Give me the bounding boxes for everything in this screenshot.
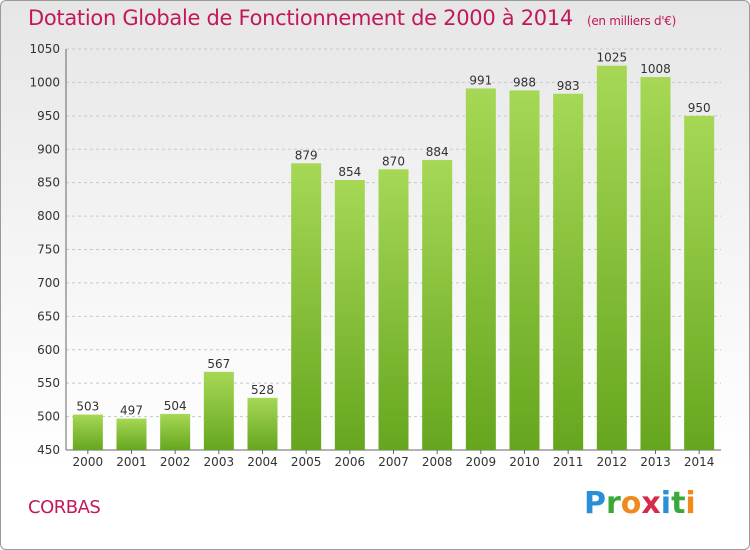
data-label-2011: 983 xyxy=(557,79,580,93)
y-tick-label: 950 xyxy=(37,109,60,123)
bar-2011 xyxy=(553,93,584,451)
y-tick-label: 550 xyxy=(37,376,60,390)
logo-letter: x xyxy=(641,486,661,521)
y-tick-label: 1050 xyxy=(29,42,60,56)
y-tick-label: 800 xyxy=(37,209,60,223)
data-label-2006: 854 xyxy=(338,165,361,179)
bar-2004 xyxy=(247,397,278,450)
data-label-2012: 1025 xyxy=(597,51,628,65)
data-label-2003: 567 xyxy=(207,357,230,371)
chart-title-text: Dotation Globale de Fonctionnement de 20… xyxy=(28,6,573,30)
x-tick-label-2004: 2004 xyxy=(247,455,278,469)
x-tick-label-2011: 2011 xyxy=(553,455,584,469)
chart-subtitle: (en milliers d'€) xyxy=(586,14,676,28)
data-label-2004: 528 xyxy=(251,383,274,397)
commune-name: CORBAS xyxy=(28,497,101,518)
x-tick-label-2003: 2003 xyxy=(204,455,235,469)
y-tick-label: 700 xyxy=(37,276,60,290)
x-tick-label-2000: 2000 xyxy=(73,455,104,469)
y-tick-label: 450 xyxy=(37,443,60,457)
data-label-2009: 991 xyxy=(469,73,492,87)
logo-letter: r xyxy=(606,486,621,521)
bar-2005 xyxy=(291,163,322,450)
y-tick-label: 650 xyxy=(37,309,60,323)
bar-2001 xyxy=(116,418,147,450)
x-tick-label-2007: 2007 xyxy=(378,455,409,469)
bar-2000 xyxy=(72,414,103,450)
x-tick-label-2010: 2010 xyxy=(509,455,540,469)
data-label-2005: 879 xyxy=(295,148,318,162)
x-tick-label-2008: 2008 xyxy=(422,455,453,469)
bar-2008 xyxy=(422,159,453,450)
y-tick-label: 600 xyxy=(37,343,60,357)
data-label-2008: 884 xyxy=(426,145,449,159)
x-tick-label-2001: 2001 xyxy=(116,455,147,469)
y-tick-label: 500 xyxy=(37,410,60,424)
x-tick-label-2009: 2009 xyxy=(466,455,497,469)
data-label-2001: 497 xyxy=(120,404,143,418)
x-tick-label-2013: 2013 xyxy=(640,455,671,469)
data-label-2013: 1008 xyxy=(640,62,671,76)
y-tick-label: 1000 xyxy=(29,75,60,89)
data-label-2014: 950 xyxy=(688,101,711,115)
logo-letter: P xyxy=(584,486,606,521)
x-tick-label-2005: 2005 xyxy=(291,455,322,469)
y-tick-label: 750 xyxy=(37,243,60,257)
data-label-2002: 504 xyxy=(164,399,187,413)
x-tick-label-2014: 2014 xyxy=(684,455,715,469)
y-tick-label: 850 xyxy=(37,176,60,190)
proxiti-logo: Proxiti xyxy=(584,486,696,521)
x-tick-label-2012: 2012 xyxy=(597,455,628,469)
logo-letter: o xyxy=(620,486,642,521)
data-label-2000: 503 xyxy=(76,400,99,414)
chart-title: Dotation Globale de Fonctionnement de 20… xyxy=(28,6,676,30)
data-label-2007: 870 xyxy=(382,154,405,168)
bar-2012 xyxy=(596,65,627,450)
logo-letter: t xyxy=(671,486,686,521)
bar-2006 xyxy=(334,179,365,450)
logo-letter: i xyxy=(660,486,672,521)
bar-2013 xyxy=(640,77,671,450)
bar-2009 xyxy=(465,88,496,450)
x-tick-label-2006: 2006 xyxy=(335,455,366,469)
bar-2003 xyxy=(203,371,234,450)
x-tick-label-2002: 2002 xyxy=(160,455,191,469)
bar-2002 xyxy=(160,413,191,450)
logo-letter: i xyxy=(685,486,696,521)
bar-2010 xyxy=(509,90,540,450)
bar-2007 xyxy=(378,169,409,451)
bar-2014 xyxy=(684,115,715,450)
y-tick-label: 900 xyxy=(37,142,60,156)
data-label-2010: 988 xyxy=(513,75,536,89)
